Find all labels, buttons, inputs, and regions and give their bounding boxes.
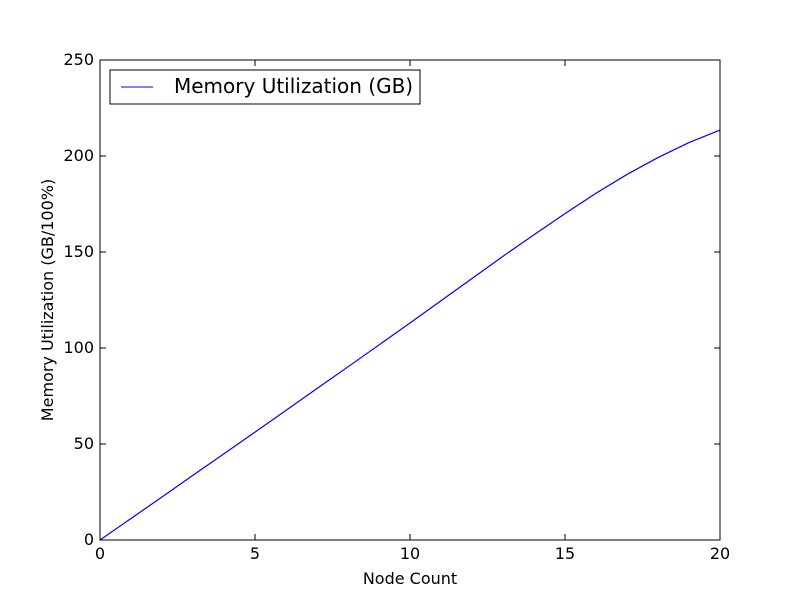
series-layer [99,129,721,541]
y-tick-label: 250 [63,50,94,69]
legend-box [109,69,421,105]
legend: Memory Utilization (GB) [109,69,421,105]
y-tick-label: 0 [84,530,94,549]
x-tick-label: 10 [400,544,420,563]
y-tick-label: 150 [63,242,94,261]
y-tick-label: 200 [63,146,94,165]
y-tick-label: 50 [74,434,94,453]
x-tick-label: 15 [555,544,575,563]
x-tick-label: 5 [250,544,260,563]
x-tick-label: 0 [95,544,105,563]
plot-area-background [100,60,720,540]
series-line [99,129,721,541]
x-axis-title: Node Count [363,569,457,588]
x-tick-label: 20 [710,544,730,563]
legend-label: Memory Utilization (GB) [174,74,413,98]
y-axis-title: Memory Utilization (GB/100%) [38,179,57,421]
y-tick-label: 100 [63,338,94,357]
plot-frame [99,59,721,541]
